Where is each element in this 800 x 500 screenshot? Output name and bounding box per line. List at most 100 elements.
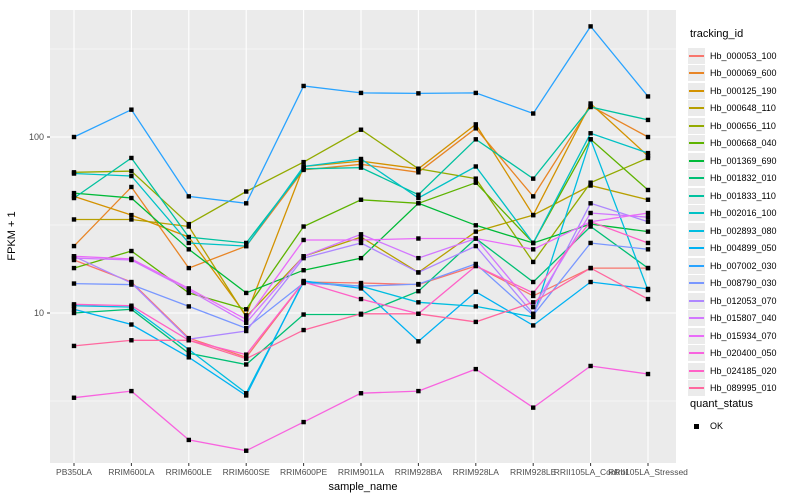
legend-item-label: Hb_001832_010 <box>710 173 777 184</box>
data-point-Hb_012053_070 <box>473 243 478 249</box>
data-point-Hb_000648_110 <box>186 224 191 229</box>
data-point-Hb_000069_600 <box>129 184 134 190</box>
data-point-Hb_015807_040 <box>416 255 421 261</box>
data-point-Hb_001833_110 <box>416 192 421 197</box>
legend-item-label: Hb_004899_050 <box>710 243 777 254</box>
data-point-Hb_001833_110 <box>301 166 306 171</box>
data-point-Hb_000668_040 <box>358 197 364 202</box>
data-point-Hb_001369_690 <box>71 190 77 196</box>
legend-key-line-icon <box>688 345 705 362</box>
legend-key-line-icon <box>688 187 705 204</box>
data-point-Hb_001832_010 <box>244 362 249 367</box>
data-point-Hb_015934_070 <box>531 247 536 252</box>
data-point-Hb_008790_030 <box>645 247 651 252</box>
legend-item-label: Hb_000668_040 <box>710 138 777 149</box>
data-point-Hb_007002_030 <box>588 24 593 29</box>
legend-item-Hb_020400_050: Hb_020400_050 <box>688 345 800 363</box>
data-point-Hb_008790_030 <box>358 283 364 289</box>
data-point-Hb_015807_040 <box>588 210 593 216</box>
data-point-Hb_001832_010 <box>645 265 651 271</box>
data-point-Hb_002893_080 <box>244 391 249 396</box>
data-point-Hb_000668_040 <box>129 248 134 254</box>
data-point-Hb_008790_030 <box>186 304 191 309</box>
x-tick-label: RRII105LA_Stressed <box>608 467 688 477</box>
data-point-Hb_012053_070 <box>645 219 651 224</box>
legend-item-label: Hb_002016_100 <box>710 208 777 219</box>
data-point-Hb_000656_110 <box>416 166 421 171</box>
data-point-Hb_002016_100 <box>186 240 191 246</box>
legend-item-label: Hb_000053_100 <box>710 50 777 61</box>
data-point-Hb_015934_070 <box>473 236 478 241</box>
x-axis-title: sample_name <box>328 481 398 493</box>
legend-key-line-icon <box>688 240 705 257</box>
data-point-Hb_000125_190 <box>473 122 478 127</box>
data-point-Hb_001833_110 <box>244 240 249 246</box>
legend-key-line-icon <box>688 152 705 169</box>
legend-key-line-icon <box>688 310 705 327</box>
data-point-Hb_004899_050 <box>129 322 134 327</box>
data-point-Hb_000069_600 <box>71 243 77 249</box>
x-tick-label: RRIM600LE <box>166 467 213 477</box>
data-point-Hb_007002_030 <box>358 90 364 96</box>
legend-item-Hb_000125_190: Hb_000125_190 <box>688 82 800 100</box>
data-point-Hb_007002_030 <box>129 107 134 112</box>
data-point-Hb_002893_080 <box>416 300 421 305</box>
data-point-Hb_020400_050 <box>186 437 191 443</box>
data-point-Hb_024185_020 <box>473 263 478 269</box>
data-point-Hb_001832_010 <box>71 310 77 316</box>
data-point-Hb_000668_040 <box>71 265 77 271</box>
legend-key-line-icon <box>688 327 705 344</box>
data-point-Hb_015934_070 <box>416 236 421 241</box>
data-point-Hb_000656_110 <box>301 159 306 165</box>
data-point-Hb_001833_110 <box>473 137 478 142</box>
legend-key-line-icon <box>688 380 705 397</box>
data-point-Hb_004899_050 <box>588 279 593 285</box>
data-point-Hb_089995_010 <box>244 356 249 361</box>
data-point-Hb_000668_040 <box>186 290 191 296</box>
data-point-Hb_000668_040 <box>473 180 478 185</box>
legend-key-line-icon <box>688 170 705 187</box>
data-point-Hb_000648_110 <box>244 314 249 320</box>
data-point-Hb_020400_050 <box>244 448 249 453</box>
data-point-Hb_007002_030 <box>531 111 536 116</box>
legend-item-label: Hb_020400_050 <box>710 348 777 359</box>
data-point-Hb_002016_100 <box>588 131 593 136</box>
data-point-Hb_004899_050 <box>244 393 249 398</box>
legend-item-label: Hb_012053_070 <box>710 295 777 306</box>
data-point-Hb_020400_050 <box>588 363 593 369</box>
x-tick-label: RRIM600LA <box>108 467 155 477</box>
legend-item-label: Hb_000069_600 <box>710 68 777 79</box>
data-point-Hb_015807_040 <box>244 320 249 325</box>
data-point-Hb_000656_110 <box>186 221 191 227</box>
data-point-Hb_020400_050 <box>358 391 364 396</box>
data-point-Hb_000656_110 <box>129 168 134 174</box>
data-point-Hb_001369_690 <box>301 268 306 273</box>
legend-tracking-id: tracking_id Hb_000053_100 Hb_000069_600 Hb… <box>688 28 800 397</box>
y-axis-title: FPKM + 1 <box>6 211 18 261</box>
data-point-Hb_000069_600 <box>473 126 478 131</box>
data-point-Hb_024185_020 <box>129 303 134 308</box>
data-point-Hb_015934_070 <box>244 317 249 322</box>
legend-item-Hb_000668_040: Hb_000668_040 <box>688 135 800 153</box>
data-point-Hb_001832_010 <box>416 289 421 294</box>
data-point-Hb_024185_020 <box>588 219 593 224</box>
data-point-Hb_012053_070 <box>358 240 364 246</box>
data-point-Hb_000053_100 <box>358 280 364 286</box>
data-point-Hb_001833_110 <box>129 155 134 161</box>
data-point-Hb_002016_100 <box>244 243 249 249</box>
data-point-Hb_002016_100 <box>129 173 134 179</box>
legend-item-Hb_012053_070: Hb_012053_070 <box>688 292 800 310</box>
legend-key-line-icon <box>688 117 705 134</box>
data-point-Hb_007002_030 <box>645 94 651 99</box>
data-point-Hb_089995_010 <box>588 265 593 271</box>
data-point-Hb_002893_080 <box>588 137 593 142</box>
legend-item-label: Hb_002893_080 <box>710 225 777 236</box>
x-tick-label: RRIM928LA <box>453 467 500 477</box>
data-point-Hb_000648_110 <box>531 212 536 218</box>
data-point-Hb_004899_050 <box>531 323 536 328</box>
legend-item-Hb_004899_050: Hb_004899_050 <box>688 240 800 258</box>
data-point-Hb_024185_020 <box>531 290 536 296</box>
data-point-Hb_020400_050 <box>129 388 134 394</box>
legend-item-Hb_015934_070: Hb_015934_070 <box>688 327 800 345</box>
data-point-Hb_012053_070 <box>588 201 593 206</box>
